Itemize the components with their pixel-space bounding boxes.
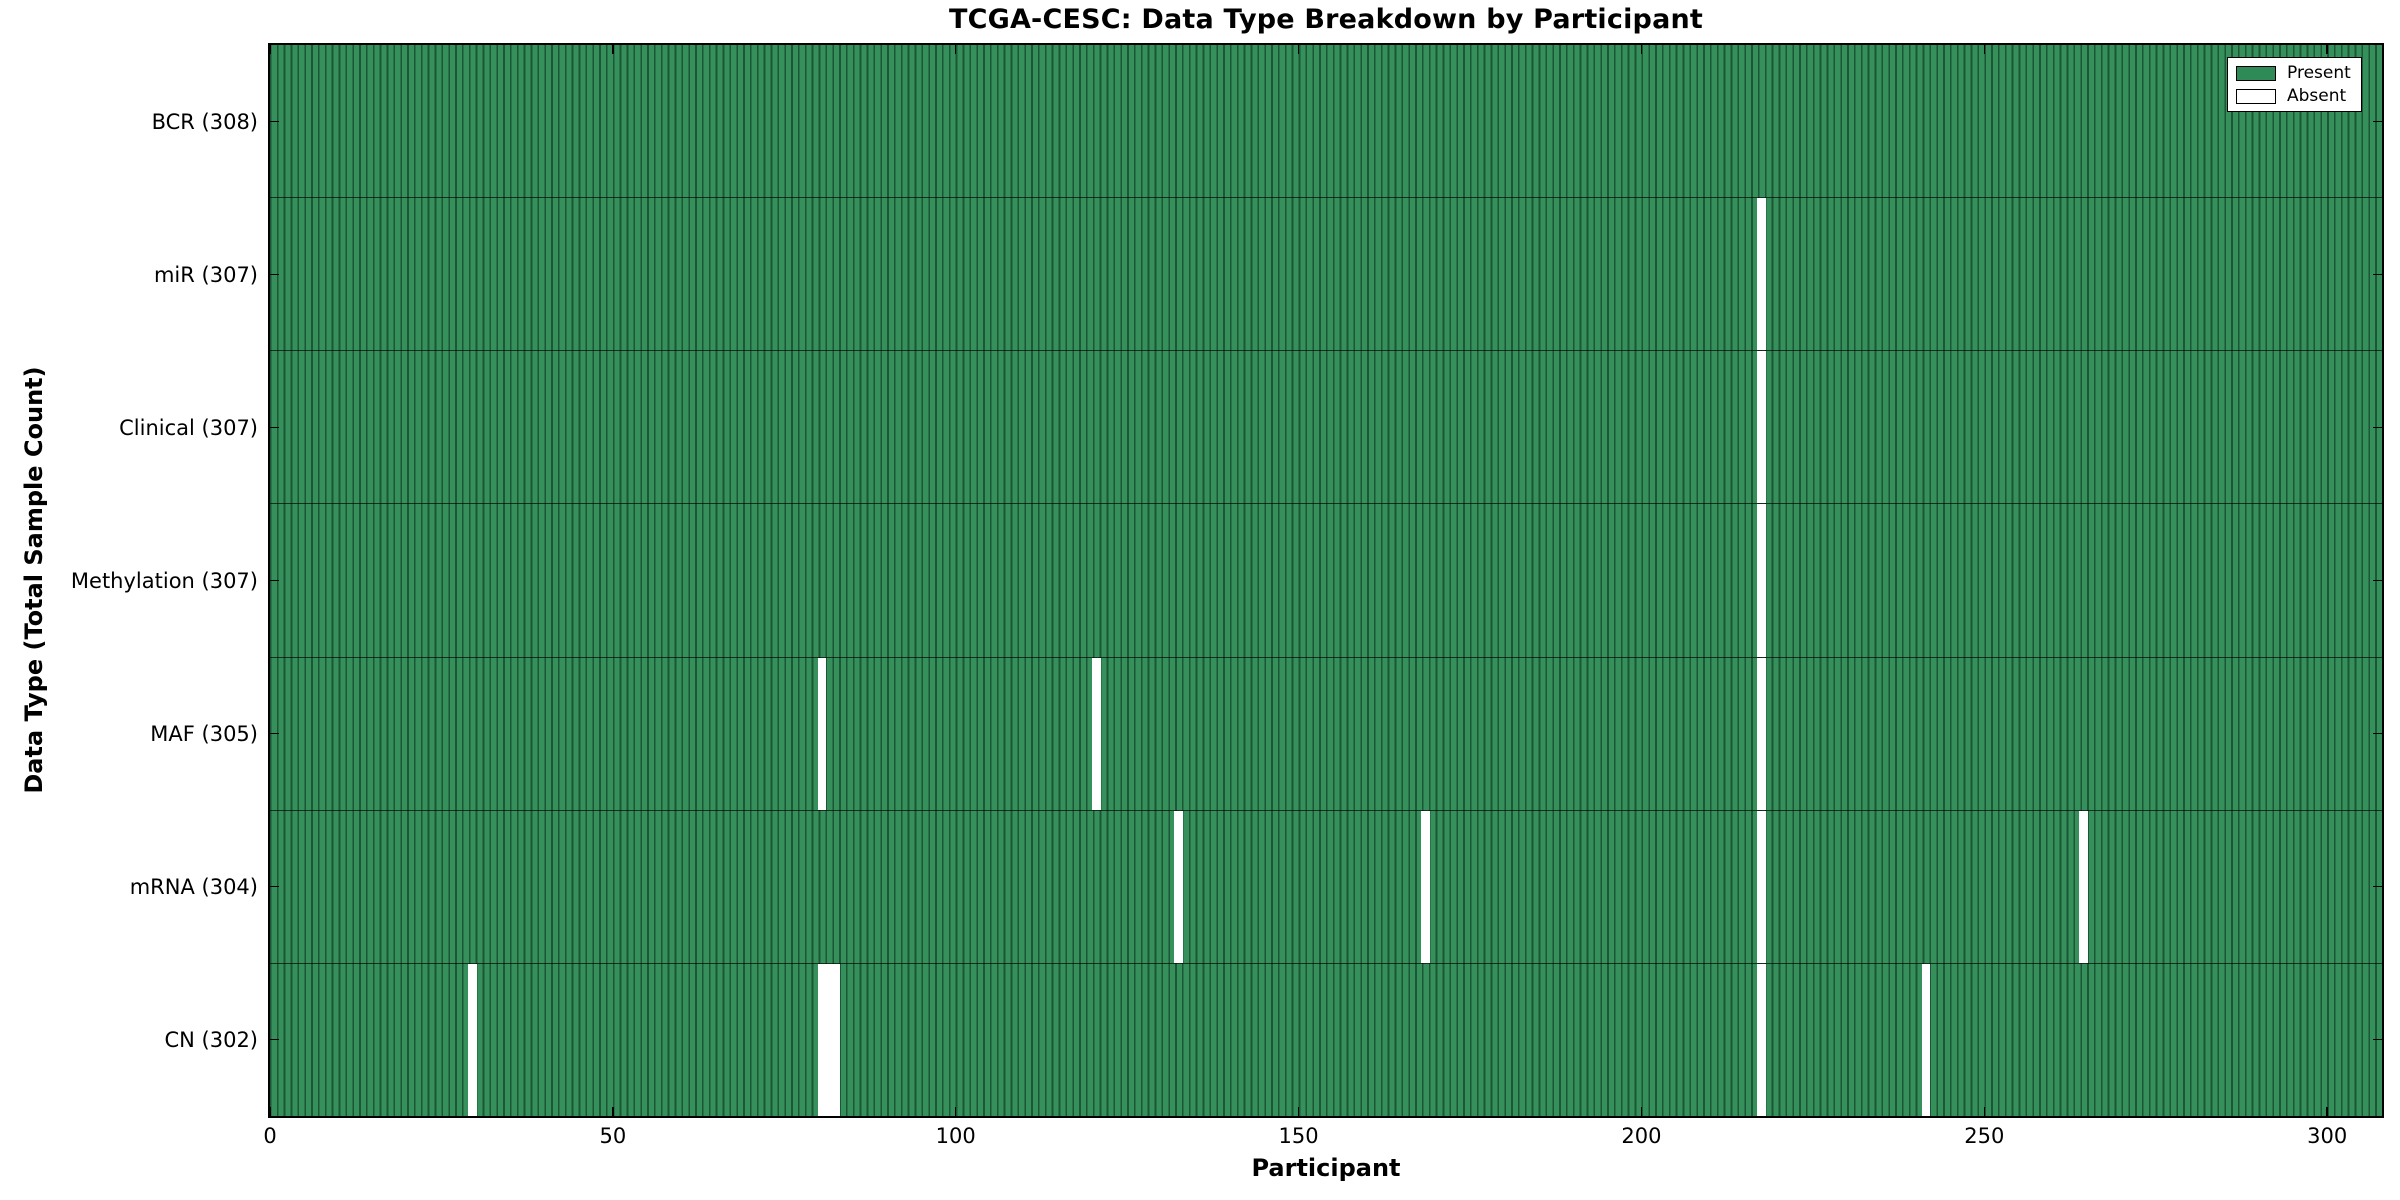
- row-miR: [270, 198, 2382, 352]
- y-tick-mark: [270, 579, 279, 582]
- absent-gap-CN-217: [1757, 963, 1766, 1116]
- y-tick-mark: [270, 732, 279, 735]
- y-tick-label-CN: CN (302): [164, 1027, 258, 1052]
- x-tick-label-0: 0: [263, 1124, 277, 1148]
- x-tick-label-300: 300: [2307, 1124, 2348, 1148]
- absent-gap-mRNA-217: [1757, 810, 1766, 963]
- legend-item-present: Present: [2236, 64, 2351, 82]
- y-axis-label: Data Type (Total Sample Count): [20, 366, 48, 794]
- legend-item-absent: Absent: [2236, 87, 2351, 105]
- x-tick-mark: [612, 1107, 614, 1116]
- x-tick-mark: [1640, 45, 1643, 54]
- present-swatch: [2236, 65, 2276, 81]
- row-CN: [270, 963, 2382, 1116]
- y-tick-mark: [2373, 426, 2382, 429]
- x-tick-mark: [612, 45, 614, 54]
- y-tick-mark: [2373, 732, 2382, 735]
- x-tick-label-150: 150: [1278, 1124, 1319, 1148]
- y-tick-label-MAF: MAF (305): [150, 721, 258, 746]
- legend-present-label: Present: [2287, 63, 2351, 83]
- x-axis-label: Participant: [1251, 1154, 1401, 1182]
- x-tick-mark: [2326, 45, 2328, 54]
- chart-title: TCGA-CESC: Data Type Breakdown by Partic…: [948, 4, 1704, 35]
- absent-gap-CN-241: [1921, 963, 1931, 1116]
- y-tick-label-mRNA: mRNA (304): [129, 874, 258, 899]
- absent-gap-mRNA-132: [1174, 810, 1183, 963]
- x-tick-mark: [269, 45, 271, 54]
- absent-gap-mRNA-264: [2079, 810, 2089, 963]
- x-tick-label-200: 200: [1621, 1124, 1662, 1148]
- x-tick-mark: [954, 45, 957, 54]
- legend-absent-label: Absent: [2287, 86, 2347, 106]
- x-tick-mark: [1983, 1107, 1986, 1116]
- y-tick-mark: [270, 273, 279, 276]
- x-tick-mark: [1297, 1107, 1300, 1116]
- absent-gap-MAF-217: [1757, 657, 1766, 810]
- absent-gap-Methylation-217: [1757, 504, 1766, 657]
- absent-gap-MAF-80: [817, 657, 827, 810]
- y-tick-label-Methylation: Methylation (307): [70, 568, 258, 593]
- y-tick-mark: [2373, 579, 2382, 582]
- y-tick-mark: [270, 885, 279, 888]
- y-tick-mark: [270, 1038, 279, 1041]
- x-tick-label-50: 50: [599, 1124, 627, 1148]
- row-BCR: [270, 45, 2382, 199]
- x-tick-mark: [1983, 45, 1986, 54]
- absent-gap-CN-29: [467, 963, 477, 1116]
- x-tick-mark: [269, 1107, 271, 1116]
- absent-gap-miR-217: [1757, 198, 1766, 351]
- x-tick-label-250: 250: [1964, 1124, 2005, 1148]
- absent-gap-CN-80: [817, 963, 827, 1116]
- row-MAF: [270, 657, 2382, 811]
- plot-area: [270, 45, 2382, 1116]
- row-Methylation: [270, 504, 2382, 658]
- y-tick-label-Clinical: Clinical (307): [119, 415, 258, 440]
- absent-gap-Clinical-217: [1757, 351, 1766, 504]
- absent-swatch: [2236, 88, 2276, 104]
- x-tick-label-100: 100: [935, 1124, 976, 1148]
- x-tick-mark: [1640, 1107, 1643, 1116]
- x-tick-mark: [1297, 45, 1300, 54]
- absent-gap-MAF-120: [1091, 657, 1101, 810]
- absent-gap-mRNA-168: [1421, 810, 1430, 963]
- absent-gap-CN-81: [824, 963, 834, 1116]
- y-tick-mark: [2373, 1038, 2382, 1041]
- x-tick-mark: [954, 1107, 957, 1116]
- y-tick-label-miR: miR (307): [153, 262, 258, 287]
- absent-gap-CN-82: [831, 963, 841, 1116]
- y-tick-mark: [270, 120, 279, 123]
- y-tick-mark: [2373, 273, 2382, 276]
- y-tick-mark: [2373, 885, 2382, 888]
- legend: Present Absent: [2227, 57, 2362, 112]
- y-tick-label-BCR: BCR (308): [151, 109, 258, 134]
- row-mRNA: [270, 810, 2382, 964]
- y-tick-mark: [270, 426, 279, 429]
- y-tick-mark: [2373, 120, 2382, 123]
- x-tick-mark: [2326, 1107, 2328, 1116]
- row-Clinical: [270, 351, 2382, 505]
